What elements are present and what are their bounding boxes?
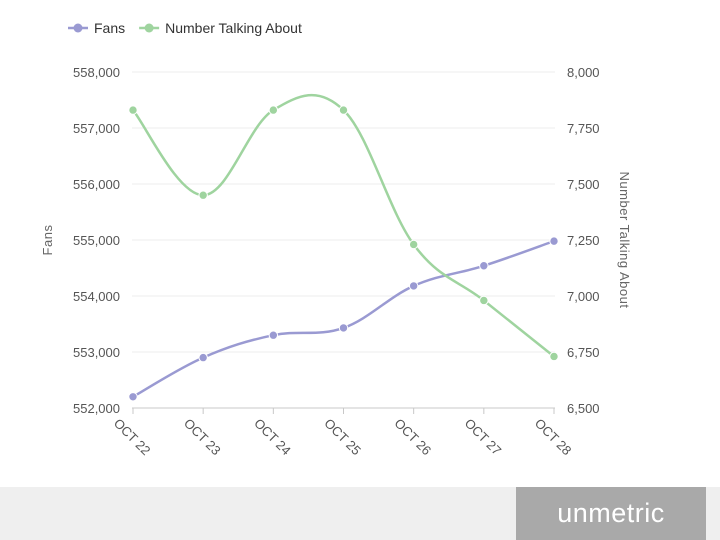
legend-item-fans[interactable]: Fans	[68, 20, 125, 36]
y2-axis-title: Number Talking About	[617, 172, 632, 309]
legend-marker	[144, 23, 154, 33]
y2-tick-label: 7,250	[567, 233, 600, 248]
y-tick-label: 552,000	[73, 401, 120, 416]
legend-item-number-talking-about[interactable]: Number Talking About	[139, 20, 302, 36]
x-tick-label: OCT 27	[462, 416, 505, 459]
data-point-fans[interactable]	[479, 261, 489, 271]
y-tick-label: 556,000	[73, 177, 120, 192]
data-point-fans[interactable]	[268, 330, 279, 340]
data-point-fans[interactable]	[198, 352, 208, 363]
data-point-number-talking-about[interactable]	[338, 105, 349, 115]
x-tick-label: OCT 23	[181, 416, 224, 459]
line-chart: Fans Number Talking About 552,000553,0005…	[40, 20, 632, 458]
data-point-number-talking-about[interactable]	[408, 239, 419, 250]
data-point-fans[interactable]	[128, 392, 138, 402]
data-point-number-talking-about[interactable]	[549, 351, 559, 362]
data-point-fans[interactable]	[338, 323, 349, 333]
data-point-fans[interactable]	[408, 281, 419, 291]
x-tick-label: OCT 22	[111, 416, 154, 459]
y-axis-title: Fans	[40, 225, 55, 256]
data-point-number-talking-about[interactable]	[198, 190, 208, 200]
y2-tick-label: 6,500	[567, 401, 600, 416]
y-tick-label: 558,000	[73, 65, 120, 80]
data-point-number-talking-about[interactable]	[268, 105, 279, 115]
x-tick-label: OCT 26	[392, 416, 435, 459]
y2-tick-label: 7,000	[567, 289, 600, 304]
left-y-axis: 552,000 553,000 554,000 555,000 556,000 557,0…	[40, 65, 120, 416]
series-points	[128, 105, 559, 402]
series-line-fans	[132, 239, 555, 398]
data-point-number-talking-about[interactable]	[479, 295, 489, 306]
grid-lines	[132, 71, 555, 409]
y-tick-label: 554,000	[73, 289, 120, 304]
data-point-fans[interactable]	[549, 236, 559, 246]
legend-label: Number Talking About	[165, 20, 302, 36]
legend-label: Fans	[94, 20, 125, 36]
legend: Fans Number Talking About	[68, 20, 302, 36]
y2-tick-label: 6,750	[567, 345, 600, 360]
legend-marker	[73, 23, 83, 33]
y2-tick-label: 7,750	[567, 121, 600, 136]
footer-bar: unmetric	[0, 487, 720, 540]
x-tick-label: OCT 25	[321, 416, 364, 459]
x-tick-label: OCT 28	[532, 416, 575, 459]
x-axis: OCT 22 OCT 23 OCT 24 OCT 25 OCT 26 OCT 27 OCT …	[111, 408, 575, 458]
y-tick-label: 557,000	[73, 121, 120, 136]
right-y-axis: 6,500 6,750 7,000 7,250 7,500 7,750 8,000 Numbe…	[567, 65, 632, 416]
y2-tick-label: 8,000	[567, 65, 600, 80]
brand-logo: unmetric	[516, 487, 706, 540]
series-line-number-talking-about	[132, 93, 555, 358]
y2-tick-label: 7,500	[567, 177, 600, 192]
y-tick-label: 553,000	[73, 345, 120, 360]
y-tick-label: 555,000	[73, 233, 120, 248]
x-tick-label: OCT 24	[251, 416, 294, 459]
data-point-number-talking-about[interactable]	[128, 105, 138, 115]
brand-logo-text: unmetric	[557, 498, 665, 528]
